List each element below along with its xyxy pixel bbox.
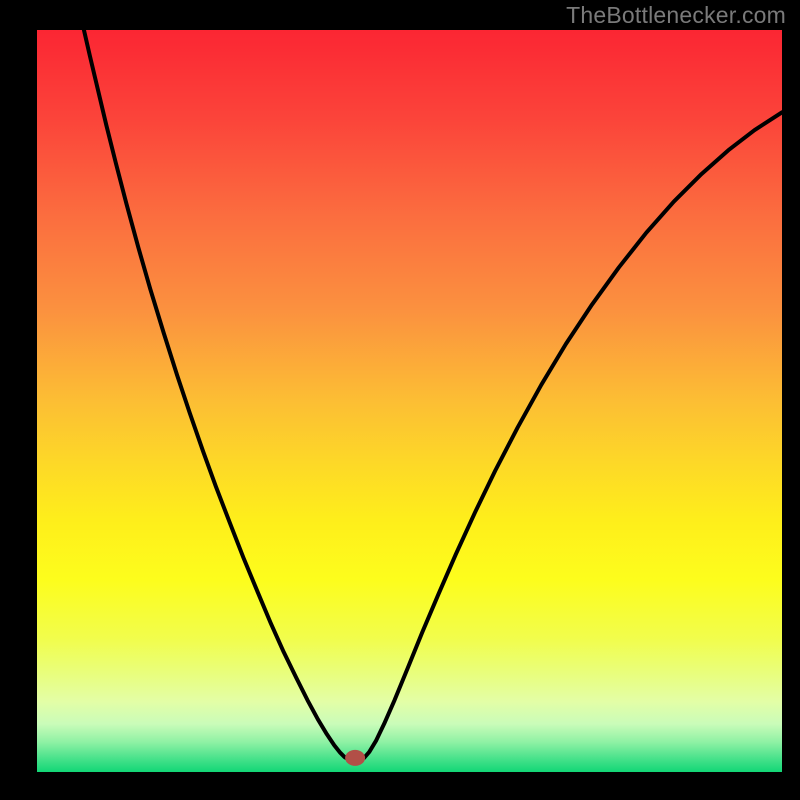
watermark-text: TheBottlenecker.com [566, 2, 786, 29]
chart-plot-area [37, 30, 782, 772]
optimal-point-marker [345, 750, 365, 766]
